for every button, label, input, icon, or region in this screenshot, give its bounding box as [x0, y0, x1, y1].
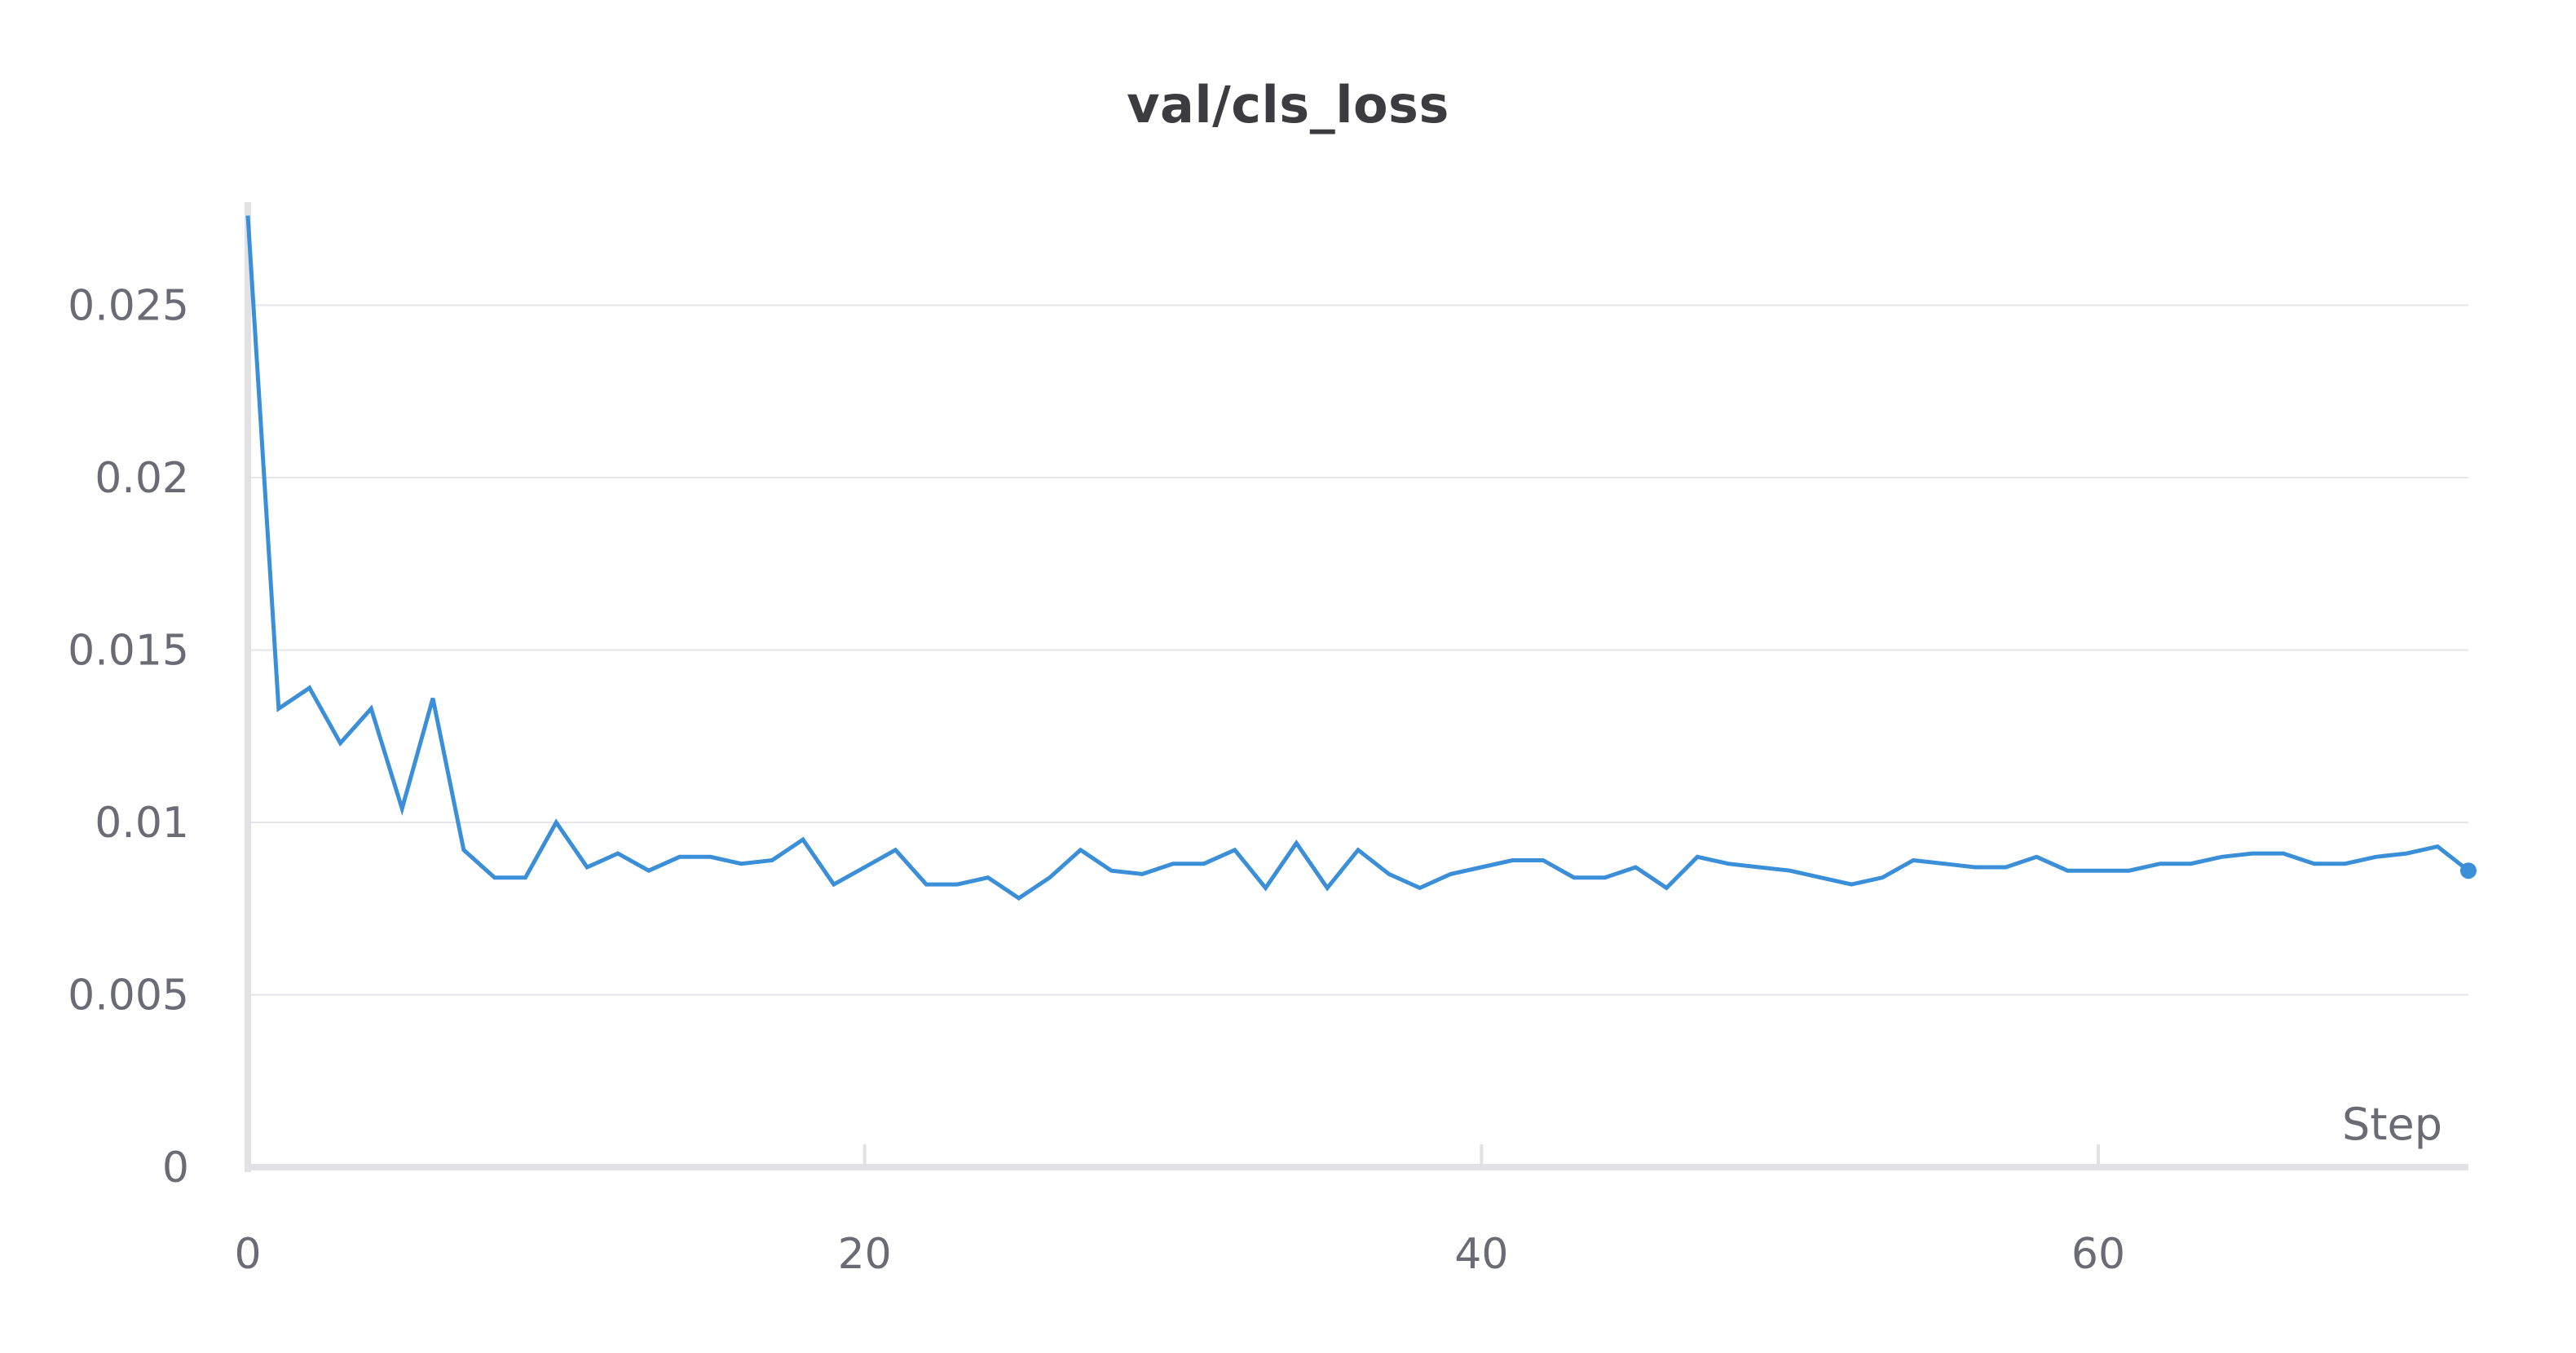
- grid: [248, 304, 2468, 996]
- x-axis-title: Step: [2342, 1099, 2442, 1150]
- x-tick-label: 60: [2071, 1230, 2125, 1279]
- series-line: [245, 215, 2470, 901]
- y-tick-label: 0.01: [95, 799, 189, 848]
- y-tick-label: 0.025: [68, 281, 189, 330]
- y-tick-label: 0.015: [68, 626, 189, 675]
- series: [245, 215, 2477, 901]
- axes: [245, 202, 2468, 1172]
- series-endpoint: [2460, 862, 2477, 879]
- y-tick-label: 0.005: [68, 971, 189, 1020]
- tick-labels: 0 0.005 0.01 0.015 0.02 0.025 0 20 40 60 Step: [68, 281, 2442, 1279]
- x-tick-label: 20: [838, 1230, 892, 1279]
- y-tick-label: 0: [162, 1144, 189, 1192]
- y-tick-label: 0.02: [95, 454, 189, 503]
- chart-title: val/cls_loss: [1127, 75, 1449, 134]
- x-tick-label: 40: [1454, 1230, 1508, 1279]
- x-tick-label: 0: [234, 1230, 261, 1279]
